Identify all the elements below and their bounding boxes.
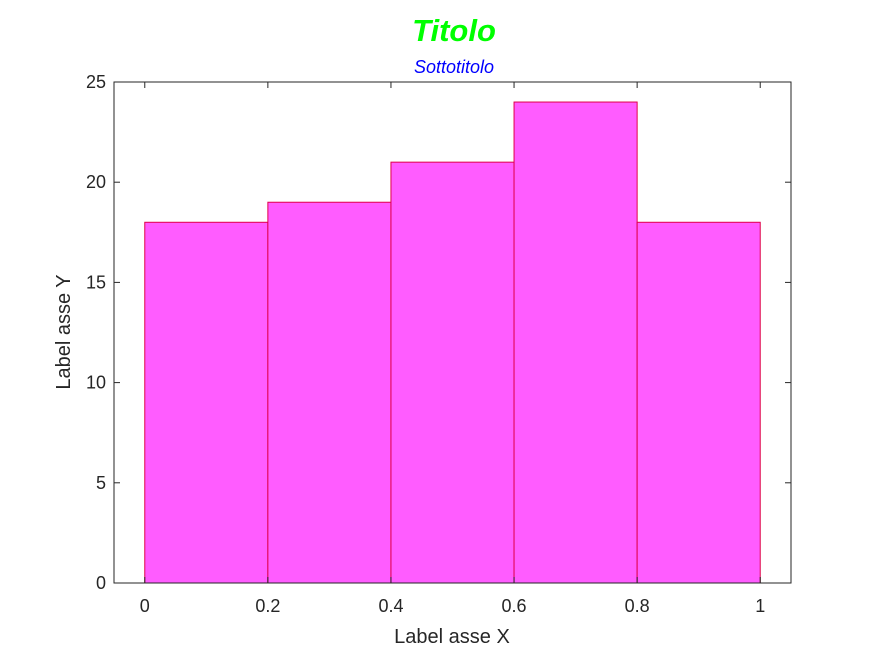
- y-tick-label-5: 25: [86, 72, 106, 92]
- x-axis-label: Label asse X: [394, 626, 510, 648]
- x-tick-label-2: 0.4: [378, 596, 403, 616]
- bar-2: [390, 161, 515, 584]
- bar-3: [513, 101, 638, 584]
- y-tick-label-0: 0: [96, 573, 106, 593]
- x-tick-label-0: 0: [140, 596, 150, 616]
- y-tick-label-3: 15: [86, 272, 106, 292]
- x-tick-label-1: 0.2: [255, 596, 280, 616]
- x-tick-label-3: 0.6: [502, 596, 527, 616]
- bars: [144, 101, 761, 584]
- y-tick-label-1: 5: [96, 473, 106, 493]
- y-tick-label-4: 20: [86, 172, 106, 192]
- chart-subtitle: Sottotitolo: [414, 57, 494, 77]
- x-tick-label-4: 0.8: [625, 596, 650, 616]
- plot-frame: [113, 81, 792, 584]
- y-axis-label: Label asse Y: [53, 274, 75, 389]
- bar-1: [267, 201, 392, 584]
- x-tick-label-5: 1: [755, 596, 765, 616]
- bar-0: [144, 221, 269, 584]
- y-tick-label-2: 10: [86, 373, 106, 393]
- chart-title: Titolo: [412, 13, 496, 48]
- bar-4: [636, 221, 761, 584]
